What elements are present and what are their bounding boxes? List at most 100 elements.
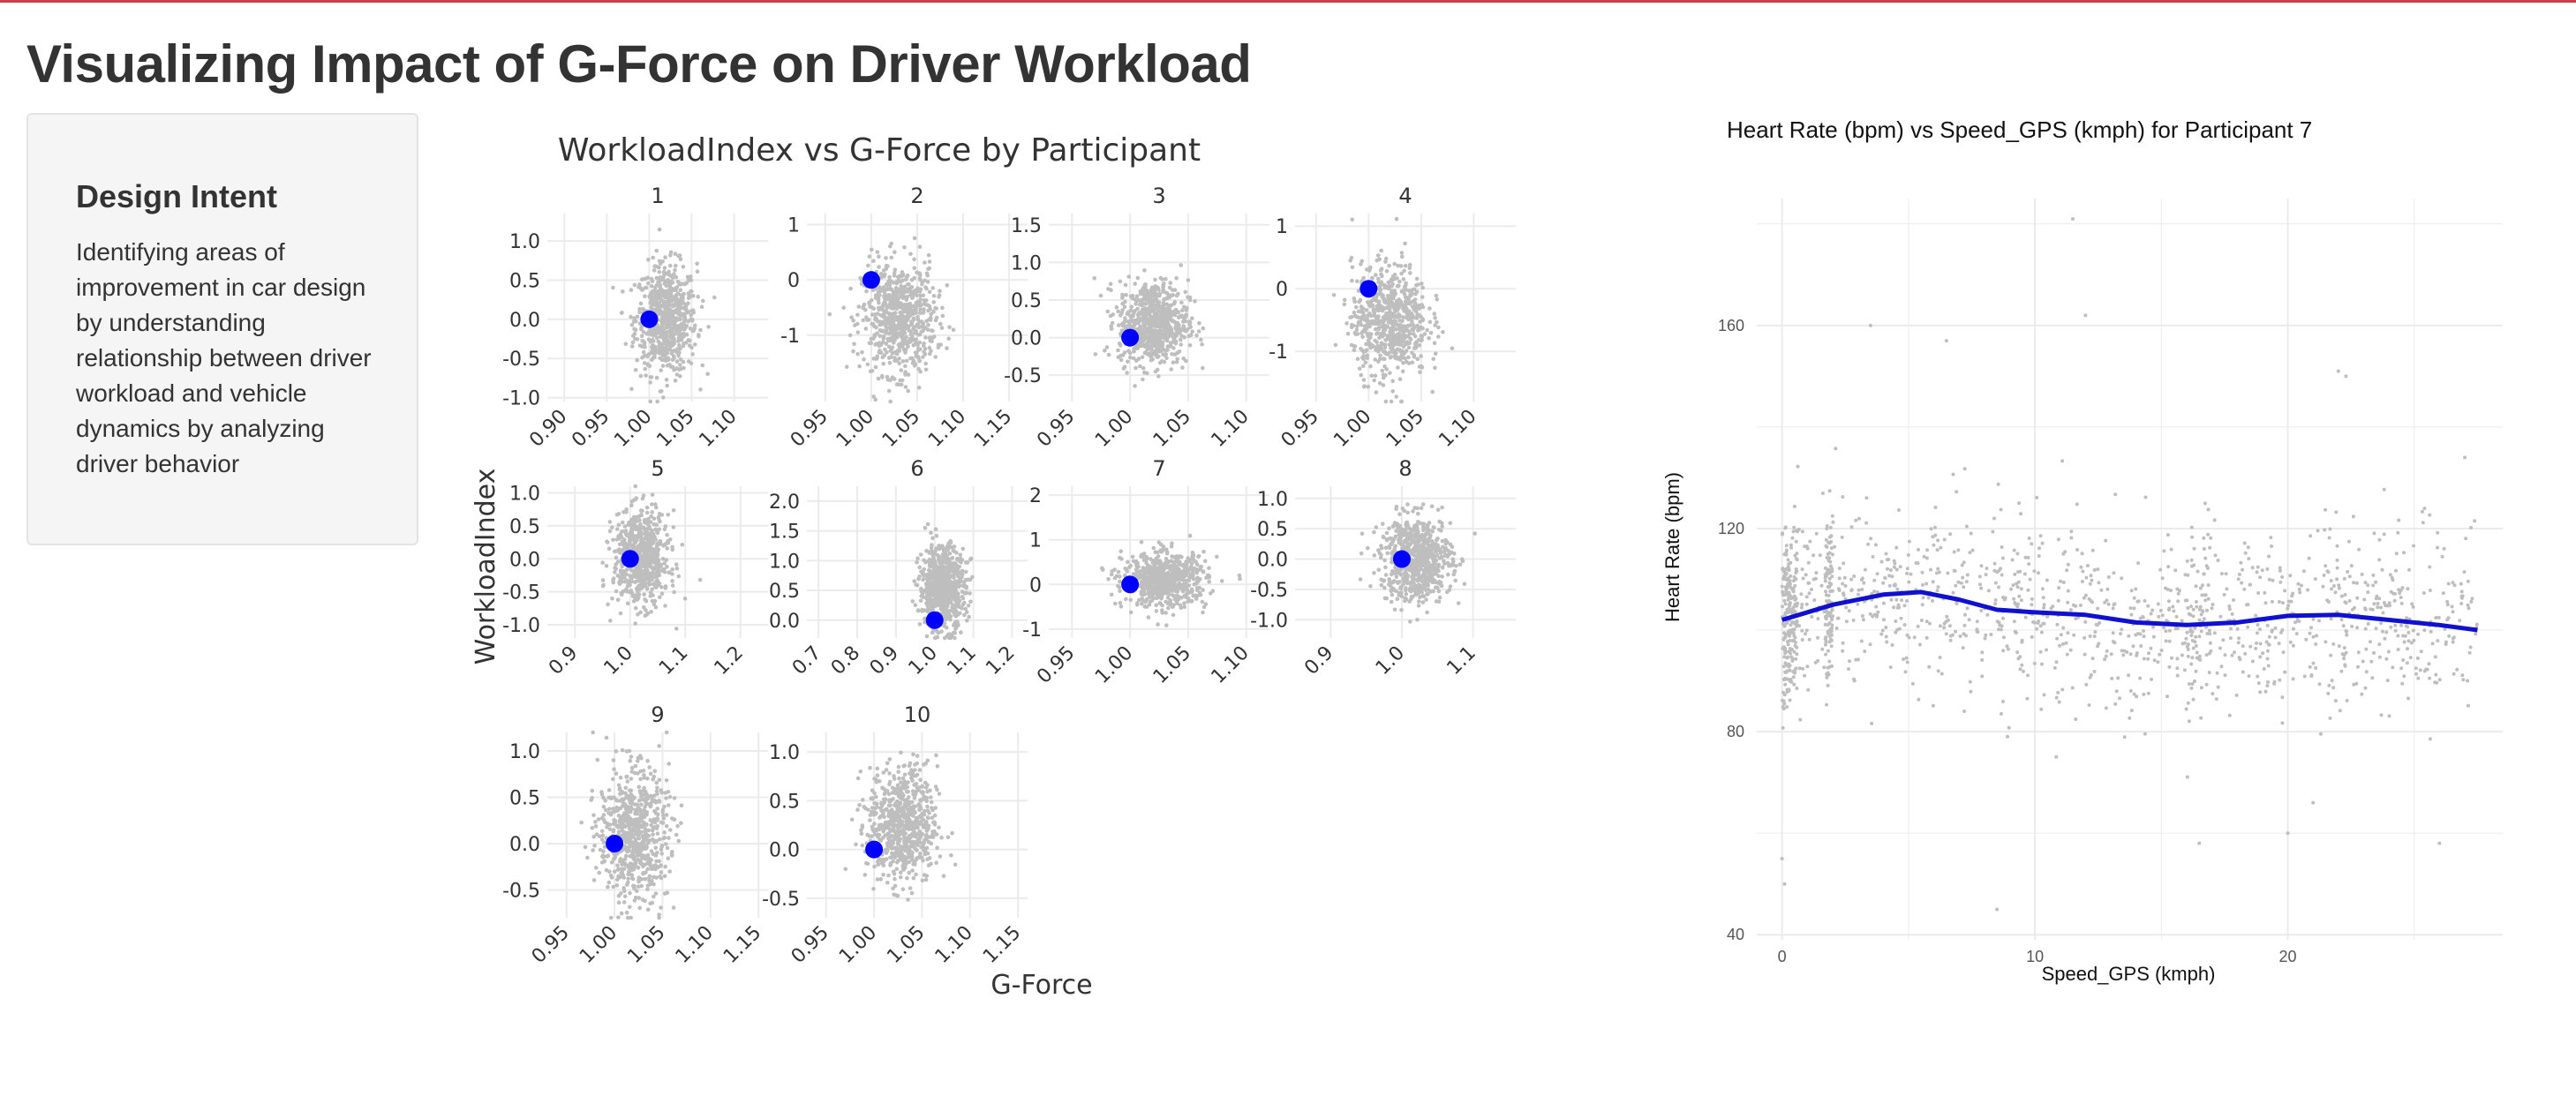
facet-data-point <box>617 547 621 552</box>
facet-data-point <box>881 336 886 341</box>
facet-data-point <box>1147 334 1151 339</box>
facet-data-point <box>932 582 938 587</box>
facet-data-point <box>643 285 648 290</box>
facet-data-point <box>1146 615 1151 619</box>
facet-data-point <box>1219 579 1224 583</box>
facet-data-point <box>1109 572 1114 577</box>
facet-data-point <box>1382 317 1387 322</box>
facet-data-point <box>1361 364 1366 369</box>
facet-data-point <box>943 553 948 559</box>
facet-data-point <box>644 510 650 515</box>
top-accent-bar <box>0 0 2576 3</box>
facet-data-point <box>891 319 896 325</box>
facet-data-point <box>1397 314 1402 319</box>
facet-data-point <box>658 334 663 340</box>
facet-data-point <box>926 599 930 604</box>
facet-data-point <box>880 304 885 309</box>
facet-data-point <box>876 289 881 295</box>
facet-data-point <box>911 342 916 348</box>
design-intent-panel: Design Intent Identifying areas of impro… <box>26 113 418 545</box>
facet-data-point <box>1133 282 1137 286</box>
facet-data-point <box>934 534 939 538</box>
facet-data-point <box>676 339 681 343</box>
facet-data-point <box>893 311 898 315</box>
facet-y-tick-label: -1.0 <box>502 615 540 637</box>
facet-data-point <box>636 578 641 583</box>
facet-data-point <box>1360 329 1365 334</box>
facet-data-point <box>888 244 893 249</box>
facet-data-point <box>1158 305 1163 310</box>
facet-y-tick-label: 2.0 <box>769 492 800 514</box>
facet-data-point <box>946 577 952 582</box>
facet-data-point <box>656 308 661 312</box>
facet-data-point <box>1410 291 1414 296</box>
facet-data-point <box>912 266 916 271</box>
facet-data-point <box>951 327 956 333</box>
facet-data-point <box>1356 309 1361 314</box>
facet-data-point <box>619 529 624 534</box>
facet-data-point <box>894 306 900 312</box>
facet-data-point <box>916 366 921 372</box>
facet-data-point <box>1420 295 1425 299</box>
facet-data-point <box>681 327 685 331</box>
facet-data-point <box>929 530 933 536</box>
facet-data-point <box>1414 276 1420 282</box>
facet-data-point <box>650 510 654 514</box>
facet-data-point <box>661 335 666 341</box>
facet-data-point <box>1397 342 1401 347</box>
facet-data-point <box>1392 355 1397 359</box>
facet-data-point <box>627 520 631 525</box>
facet-data-point <box>646 258 651 262</box>
facet-data-point <box>1412 287 1417 292</box>
facet-data-point <box>862 302 867 307</box>
facet-data-point <box>872 324 877 328</box>
facet-data-point <box>650 576 654 582</box>
facet-data-point <box>1156 559 1161 564</box>
facet-data-point <box>643 276 648 282</box>
facet-data-point <box>1196 553 1201 559</box>
facet-data-point <box>1366 300 1370 304</box>
facet-data-point <box>600 560 605 565</box>
facet-data-point <box>1185 305 1189 311</box>
facet-data-point <box>671 525 676 529</box>
facet-y-tick-label: 1.5 <box>769 522 800 544</box>
facet-data-point <box>1139 540 1144 544</box>
facet-data-point <box>1169 367 1173 372</box>
facet-data-point <box>668 344 674 349</box>
facet-data-point <box>1394 394 1398 399</box>
facet-x-tick-label: 1.05 <box>652 406 698 452</box>
facet-data-point <box>878 275 884 280</box>
facet-data-point <box>1395 283 1400 289</box>
facet-x-tick-label: 1.0 <box>600 642 637 679</box>
facet-data-point <box>644 608 648 612</box>
facet-data-point <box>1377 357 1382 362</box>
facet-data-point <box>667 348 673 352</box>
facet-data-point <box>942 602 947 607</box>
facet-data-point <box>1175 350 1180 356</box>
facet-data-point <box>1404 282 1408 288</box>
facet-data-point <box>904 306 909 311</box>
facet-data-point <box>921 310 926 315</box>
facet-data-point <box>624 533 629 537</box>
facet-data-point <box>1408 271 1412 275</box>
facet-data-point <box>955 556 960 561</box>
facet-data-point <box>965 619 969 623</box>
facet-x-tick-label: 1.05 <box>878 406 924 452</box>
facet-data-point <box>933 549 938 554</box>
facet-y-tick-label: -1.0 <box>502 388 540 410</box>
facet-data-point <box>1133 309 1137 313</box>
facet-data-point <box>1175 357 1179 362</box>
facet-data-point <box>882 314 887 319</box>
facet-data-point <box>939 629 944 634</box>
facet-data-point <box>918 598 923 603</box>
facet-data-point <box>1376 327 1382 331</box>
facet-data-point <box>899 301 903 305</box>
facet-data-point <box>1405 360 1409 364</box>
facet-data-point <box>1155 298 1159 304</box>
facet-data-point <box>659 315 665 320</box>
facet-x-tick-label: 1.2 <box>711 642 748 679</box>
facet-data-point <box>1186 334 1191 339</box>
facet-data-point <box>1119 604 1124 609</box>
facet-data-point <box>877 265 881 269</box>
